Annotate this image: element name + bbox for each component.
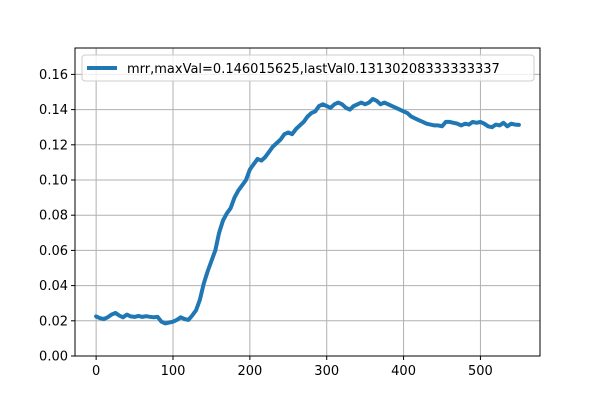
series-layer [94, 97, 521, 326]
x-tick-label: 100 [161, 364, 186, 379]
y-tick-label: 0.02 [39, 314, 68, 329]
y-tick-label: 0.16 [39, 68, 68, 83]
x-axis: 0 100 200 300 400 500 [92, 356, 493, 379]
legend-label: mrr,maxVal=0.146015625,lastVal0.13130208… [127, 62, 500, 77]
y-tick-label: 0.12 [39, 138, 68, 153]
x-tick-label: 500 [468, 364, 493, 379]
x-tick-label: 400 [391, 364, 416, 379]
legend-box [81, 54, 535, 82]
x-tick-label: 200 [237, 364, 262, 379]
plot-frame [74, 47, 541, 357]
y-tick-label: 0.06 [39, 244, 68, 259]
y-axis: 0.00 0.02 0.04 0.06 0.08 0.10 0.12 0.14 0.16 [39, 68, 75, 365]
y-tick-label: 0.00 [39, 350, 68, 365]
legend: mrr,maxVal=0.146015625,lastVal0.13130208… [81, 54, 535, 82]
grid [75, 48, 540, 357]
series-line [94, 97, 521, 326]
y-tick-label: 0.04 [39, 279, 68, 294]
y-tick-label: 0.10 [39, 174, 68, 189]
x-tick-label: 300 [314, 364, 339, 379]
y-tick-label: 0.08 [39, 209, 68, 224]
x-tick-label: 0 [92, 364, 100, 379]
y-tick-label: 0.14 [39, 103, 68, 118]
